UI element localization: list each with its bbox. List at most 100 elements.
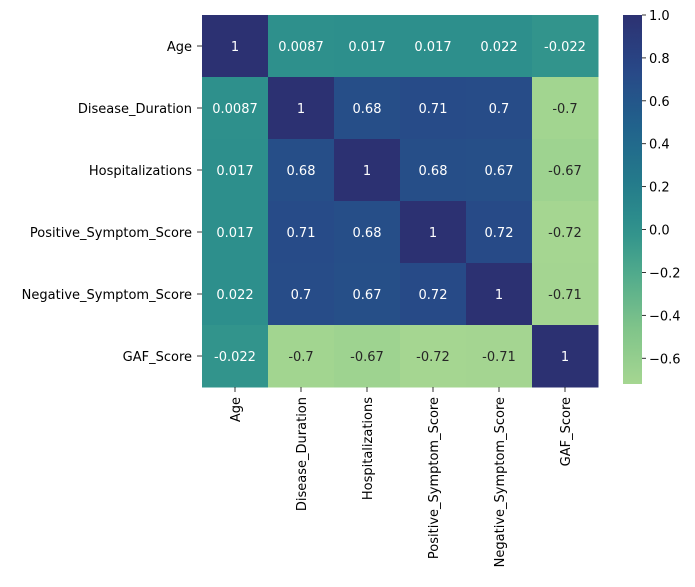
heatmap-cell	[268, 263, 335, 326]
heatmap-cell	[268, 15, 335, 78]
heatmap-cell	[466, 263, 533, 326]
heatmap-cell	[334, 263, 401, 326]
cell-annotation: 0.72	[419, 288, 448, 303]
cell-annotation: 0.71	[419, 102, 448, 117]
cell-annotation: -0.67	[350, 350, 384, 365]
y-tick-label: Disease_Duration	[78, 102, 192, 117]
x-tick-label: Disease_Duration	[295, 397, 310, 511]
cell-annotation: -0.7	[552, 102, 577, 117]
cell-annotation: 0.0087	[278, 40, 324, 55]
cell-annotation: -0.71	[548, 288, 582, 303]
cell-annotation: 1	[363, 164, 371, 179]
cell-annotation: 0.017	[348, 40, 385, 55]
heatmap-cell	[466, 15, 533, 78]
colorbar-gradient	[623, 15, 642, 384]
heatmap-cell	[466, 325, 533, 388]
cell-annotation: -0.71	[482, 350, 516, 365]
heatmap-cell	[532, 201, 599, 264]
heatmap-cell	[400, 201, 467, 264]
heatmap-cell	[202, 325, 269, 388]
cell-annotation: 0.72	[485, 226, 514, 241]
heatmap-cell	[400, 263, 467, 326]
cell-annotation: 0.67	[485, 164, 514, 179]
colorbar-tick-label: 0.2	[649, 181, 670, 196]
cell-annotation: 1	[561, 350, 569, 365]
heatmap-cell	[400, 325, 467, 388]
cell-annotation: 1	[429, 226, 437, 241]
cell-annotations: 1 0.0087 0.017 0.017 0.022 -0.022 0.0087 1 0.68 0…	[212, 40, 586, 365]
cell-annotation: -0.72	[548, 226, 582, 241]
heatmap-cell	[532, 263, 599, 326]
heatmap-cell	[466, 139, 533, 202]
cell-annotation: -0.022	[214, 350, 256, 365]
heatmap-cell	[532, 139, 599, 202]
cell-annotation: 0.017	[216, 226, 253, 241]
heatmap-cell	[334, 15, 401, 78]
heatmap-cell	[202, 139, 269, 202]
cell-annotation: -0.67	[548, 164, 582, 179]
heatmap-cell	[532, 325, 599, 388]
cell-annotation: -0.022	[544, 40, 586, 55]
heatmap-cell	[268, 325, 335, 388]
cell-annotation: 0.68	[419, 164, 448, 179]
x-tick-label: GAF_Score	[559, 397, 574, 466]
heatmap-cell	[400, 15, 467, 78]
y-tick-label: Hospitalizations	[89, 164, 192, 179]
heatmap-cell	[400, 139, 467, 202]
heatmap-cell	[202, 77, 269, 140]
cell-annotation: 1	[231, 40, 239, 55]
heatmap-cell	[400, 77, 467, 140]
y-tick-label: Age	[167, 40, 192, 55]
colorbar-tick-label: 0.6	[649, 95, 670, 110]
cell-annotation: 0.68	[353, 102, 382, 117]
heatmap-cell	[202, 201, 269, 264]
heatmap-cell	[202, 263, 269, 326]
heatmap-cell	[268, 77, 335, 140]
heatmap-cell	[334, 201, 401, 264]
heatmap-cell	[334, 325, 401, 388]
y-tick-label: Positive_Symptom_Score	[30, 226, 192, 241]
cell-annotation: 0.022	[216, 288, 253, 303]
colorbar-tick-label: −0.2	[649, 266, 681, 281]
x-tick-label: Hospitalizations	[361, 397, 376, 500]
heatmap-cells	[202, 15, 599, 388]
colorbar-tick-label: 1.0	[649, 9, 670, 24]
cell-annotation: 0.017	[216, 164, 253, 179]
cell-annotation: 0.71	[287, 226, 316, 241]
colorbar-tick-label: 0.0	[649, 224, 670, 239]
colorbar: 1.0 0.8 0.6 0.4 0.2 0.0 −0.2 −0.4 −0.6	[623, 9, 681, 384]
heatmap-cell	[466, 77, 533, 140]
colorbar-tick-label: 0.8	[649, 52, 670, 67]
heatmap-cell	[334, 77, 401, 140]
heatmap-cell	[532, 77, 599, 140]
cell-annotation: 0.022	[480, 40, 517, 55]
cell-annotation: -0.72	[416, 350, 450, 365]
heatmap-cell	[334, 139, 401, 202]
cell-annotation: 0.67	[353, 288, 382, 303]
cell-annotation: -0.7	[288, 350, 313, 365]
x-tick-label: Age	[229, 397, 244, 422]
x-tick-label: Negative_Symptom_Score	[493, 397, 508, 567]
heatmap-cell	[532, 15, 599, 78]
colorbar-tick-label: 0.4	[649, 138, 670, 153]
colorbar-tick-label: −0.6	[649, 352, 681, 367]
cell-annotation: 0.68	[353, 226, 382, 241]
y-tick-label: Negative_Symptom_Score	[22, 288, 192, 303]
cell-annotation: 1	[297, 102, 305, 117]
colorbar-tick-label: −0.4	[649, 309, 681, 324]
cell-annotation: 1	[495, 288, 503, 303]
x-tick-labels: Age Disease_Duration Hospitalizations Posit…	[229, 387, 574, 567]
heatmap-cell	[202, 15, 269, 78]
x-tick-label: Positive_Symptom_Score	[427, 397, 442, 559]
y-tick-label: GAF_Score	[123, 350, 192, 365]
heatmap-cell	[466, 201, 533, 264]
cell-annotation: 0.7	[489, 102, 510, 117]
heatmap-cell	[268, 201, 335, 264]
cell-annotation: 0.0087	[212, 102, 258, 117]
cell-annotation: 0.68	[287, 164, 316, 179]
y-tick-labels: Age Disease_Duration Hospitalizations Posit…	[22, 40, 202, 365]
cell-annotation: 0.7	[291, 288, 312, 303]
heatmap-cell	[268, 139, 335, 202]
cell-annotation: 0.017	[414, 40, 451, 55]
